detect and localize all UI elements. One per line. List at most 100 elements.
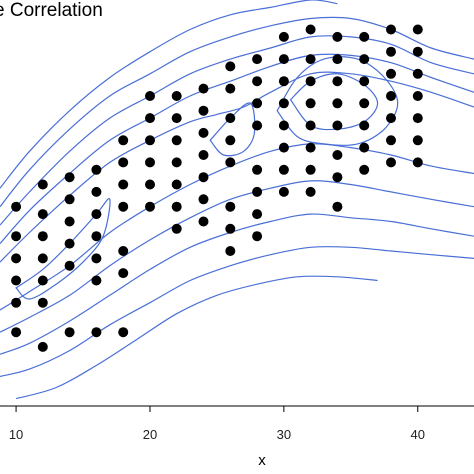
data-point [91,327,102,338]
data-point [37,209,48,220]
data-point [91,209,102,220]
data-point [64,260,75,271]
data-point [305,186,316,197]
data-point [359,98,370,109]
data-point [386,113,396,124]
data-point [91,164,102,175]
data-point [64,238,75,249]
data-point [252,209,263,220]
data-point [305,142,316,153]
data-point [332,150,343,160]
contour-line [0,35,474,226]
x-tick-label: 30 [277,427,291,442]
data-point [252,98,263,109]
data-point [64,172,75,183]
data-point [198,216,209,227]
data-point [412,91,423,101]
data-point [198,83,209,94]
data-point [359,142,370,153]
data-point [412,157,423,168]
data-point [278,142,289,153]
data-point [64,216,75,227]
data-point [64,194,75,205]
x-tick-label: 40 [411,427,425,442]
data-point [11,327,22,338]
contour-line [276,56,399,146]
data-point [145,91,155,101]
data-point [11,297,22,308]
data-point [412,68,423,79]
data-point [37,231,48,242]
data-point [305,54,316,65]
data-point [305,76,316,87]
data-point [278,31,289,42]
data-point [11,231,22,242]
data-point [225,201,236,212]
data-point [305,24,316,35]
data-point [252,54,263,65]
data-point [305,164,316,175]
data-point [171,91,182,101]
contour-lines [0,0,474,400]
data-point [225,157,236,168]
data-point [252,120,263,131]
data-point [37,297,48,308]
data-point [386,157,396,168]
data-point [252,231,263,242]
data-point [359,120,370,131]
data-point [118,179,129,190]
data-point [252,186,263,197]
data-point [252,164,263,175]
data-point [145,179,155,190]
data-point [359,164,370,175]
data-point [37,253,48,264]
data-point [386,24,396,35]
data-point [225,61,236,72]
contour-line [0,53,474,244]
data-point [118,327,129,338]
data-point [118,135,129,146]
data-point [332,201,343,212]
data-point [198,127,209,138]
contour-line [0,0,338,189]
data-point [412,24,423,35]
data-point [171,201,182,212]
data-point [225,113,236,124]
data-point [118,268,129,279]
data-point [145,201,155,212]
data-point [332,172,343,183]
data-point [278,120,289,131]
data-point [11,201,22,212]
contour-line [15,275,378,400]
data-point [171,179,182,190]
data-point [37,275,48,286]
data-point [359,76,370,87]
x-axis-ticks: 10 20 30 40 [9,406,425,442]
data-point [386,46,396,57]
data-point [198,150,209,160]
data-point [332,120,343,131]
data-point [412,113,423,124]
data-point [91,231,102,242]
data-point [37,179,48,190]
data-point [11,253,22,264]
data-point [145,157,155,168]
x-axis-title: x [258,452,266,469]
data-point [225,223,236,234]
data-point [118,246,129,256]
data-point [11,275,22,286]
data-point [332,54,343,65]
data-point [252,76,263,87]
data-point [225,83,236,94]
data-point [278,98,289,109]
data-point [171,113,182,124]
data-point [386,91,396,101]
data-point [37,341,48,352]
data-point [171,135,182,146]
data-point [278,54,289,65]
data-point [386,68,396,79]
data-point [225,246,236,256]
data-point [145,113,155,124]
data-point [305,120,316,131]
